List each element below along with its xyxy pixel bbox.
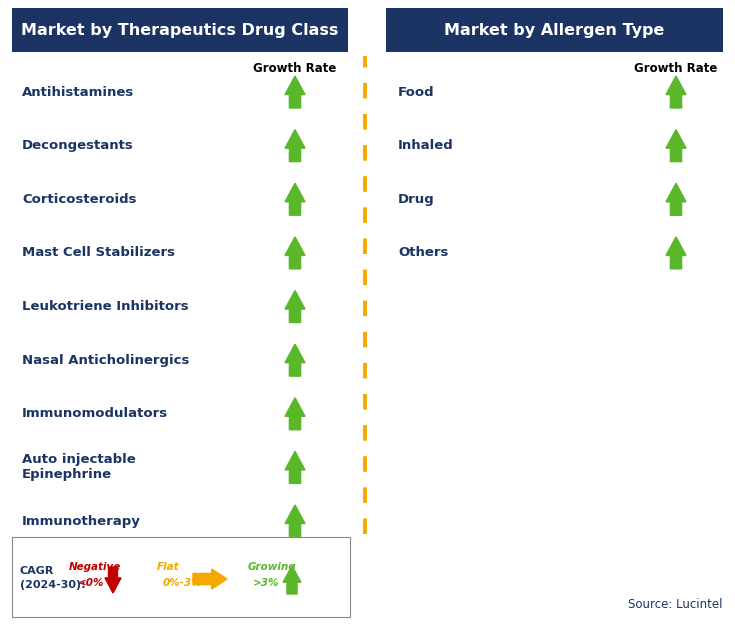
Text: Others: Others [398, 247, 448, 259]
Bar [386, 8, 723, 52]
Polygon shape [285, 505, 305, 537]
Text: Decongestants: Decongestants [22, 139, 134, 152]
Polygon shape [285, 130, 305, 162]
Text: <0%: <0% [78, 578, 104, 588]
Polygon shape [283, 566, 301, 594]
Text: Antihistamines: Antihistamines [22, 86, 135, 99]
Bar [12, 537, 350, 617]
Text: >3%: >3% [253, 578, 279, 588]
Polygon shape [105, 567, 121, 593]
Polygon shape [285, 237, 305, 269]
Bar [12, 8, 348, 52]
Text: Growing: Growing [248, 562, 296, 572]
Text: Drug: Drug [398, 192, 434, 206]
Text: 0%-3%: 0%-3% [162, 578, 201, 588]
Text: Growth Rate: Growth Rate [634, 62, 717, 74]
Polygon shape [285, 291, 305, 323]
Text: Mast Cell Stabilizers: Mast Cell Stabilizers [22, 247, 175, 259]
Text: Corticosteroids: Corticosteroids [22, 192, 137, 206]
Polygon shape [666, 237, 686, 269]
Text: Negative: Negative [69, 562, 121, 572]
Polygon shape [285, 344, 305, 376]
Polygon shape [285, 76, 305, 108]
Text: Food: Food [398, 86, 434, 99]
Polygon shape [666, 76, 686, 108]
Text: Growth Rate: Growth Rate [254, 62, 337, 74]
Polygon shape [285, 398, 305, 430]
Text: CAGR: CAGR [20, 566, 54, 576]
Text: Immunomodulators: Immunomodulators [22, 407, 168, 420]
Text: Immunotherapy: Immunotherapy [22, 515, 141, 528]
Text: Market by Therapeutics Drug Class: Market by Therapeutics Drug Class [21, 23, 339, 38]
Polygon shape [666, 130, 686, 162]
Polygon shape [285, 183, 305, 215]
Text: Auto injectable
Epinephrine: Auto injectable Epinephrine [22, 454, 136, 481]
Text: Nasal Anticholinergics: Nasal Anticholinergics [22, 353, 190, 367]
Text: Source: Lucintel: Source: Lucintel [628, 598, 723, 611]
Text: Market by Allergen Type: Market by Allergen Type [445, 23, 664, 38]
Text: Leukotriene Inhibitors: Leukotriene Inhibitors [22, 300, 189, 313]
Polygon shape [193, 569, 227, 589]
Polygon shape [666, 183, 686, 215]
Text: Inhaled: Inhaled [398, 139, 453, 152]
Polygon shape [285, 452, 305, 483]
Text: Flat: Flat [157, 562, 179, 572]
Text: (2024-30):: (2024-30): [20, 580, 85, 590]
